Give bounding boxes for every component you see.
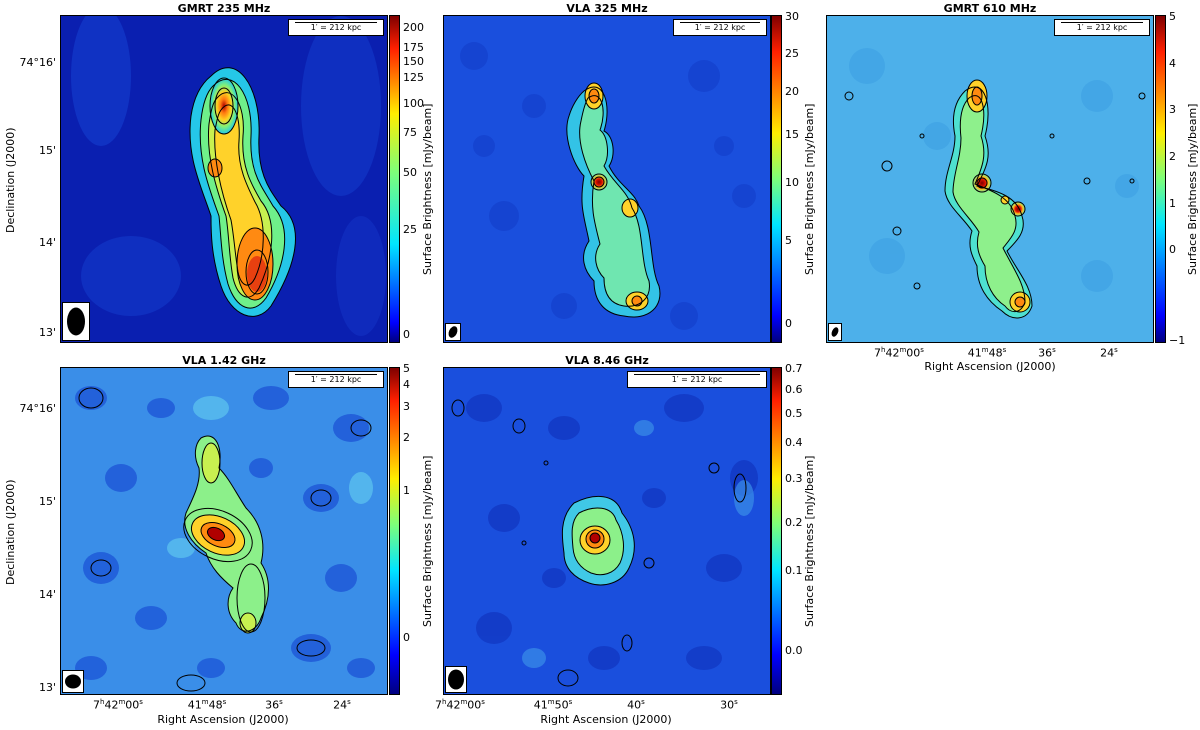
colorbar (389, 15, 400, 343)
cbar-tick: 3 (1169, 103, 1176, 116)
cbar-tick: 75 (403, 126, 417, 139)
dec-tick: 15' (38, 144, 56, 157)
x-axis-label: Right Ascension (J2000) (157, 713, 289, 726)
ra-tick: 36s (265, 698, 283, 712)
ra-tick: 41m48s (967, 346, 1007, 360)
cbar-tick: 0.4 (785, 436, 803, 449)
panel-title: GMRT 610 MHz (943, 2, 1037, 15)
beam-ellipse (445, 323, 461, 341)
cbar-tick: 2 (403, 431, 410, 444)
panel-title: GMRT 235 MHz (177, 2, 271, 15)
radio-map (444, 16, 770, 342)
cbar-tick: −1 (1169, 334, 1186, 347)
cbar-tick: 1 (403, 484, 410, 497)
cbar-label: Surface Brightness [mJy/beam] (803, 103, 816, 275)
ra-tick: 24s (1100, 346, 1118, 360)
beam-ellipse (62, 302, 90, 341)
beam-ellipse (62, 670, 84, 693)
cbar-tick: 150 (403, 55, 424, 68)
ra-tick: 7h42m00s (93, 698, 143, 712)
dec-tick: 74°16' (19, 56, 56, 69)
colorbar (771, 15, 782, 343)
cbar-label: Surface Brightness [mJy/beam] (421, 103, 434, 275)
cbar-tick: 0 (403, 328, 410, 341)
cbar-tick: 50 (403, 166, 417, 179)
cbar-tick: 0 (1169, 243, 1176, 256)
radio-image[interactable] (60, 367, 388, 695)
cbar-tick: 5 (785, 234, 792, 247)
ra-tick: 7h42m00s (435, 698, 485, 712)
panel-title: VLA 8.46 GHz (565, 354, 649, 367)
cbar-tick: 0.5 (785, 407, 803, 420)
ra-tick: 24s (333, 698, 351, 712)
radio-map (61, 368, 387, 694)
dec-tick: 14' (38, 588, 56, 601)
radio-image[interactable] (443, 15, 771, 343)
cbar-tick: 1 (1169, 197, 1176, 210)
cbar-tick: 20 (785, 85, 799, 98)
cbar-tick: 0.6 (785, 383, 803, 396)
cbar-tick: 30 (785, 10, 799, 23)
scale-bar: 1′ = 212 kpc (1054, 19, 1150, 36)
radio-map (827, 16, 1153, 342)
radio-image[interactable] (60, 15, 388, 343)
cbar-tick: 25 (785, 47, 799, 60)
dec-tick: 13' (38, 681, 56, 694)
cbar-label: Surface Brightness [mJy/beam] (421, 455, 434, 627)
cbar-tick: 0.0 (785, 644, 803, 657)
ra-tick: 40s (627, 698, 645, 712)
cbar-tick: 15 (785, 128, 799, 141)
cbar-tick: 125 (403, 71, 424, 84)
ra-tick: 41m48s (187, 698, 227, 712)
ra-tick: 41m50s (533, 698, 573, 712)
radio-image[interactable] (826, 15, 1154, 343)
ra-tick: 7h42m00s (874, 346, 924, 360)
panel-title: VLA 325 MHz (566, 2, 648, 15)
beam-ellipse (828, 323, 842, 341)
colorbar (389, 367, 400, 695)
cbar-tick: 0 (403, 631, 410, 644)
cbar-tick: 5 (403, 362, 410, 375)
scale-bar: 1′ = 212 kpc (288, 371, 384, 388)
cbar-tick: 4 (403, 378, 410, 391)
cbar-tick: 3 (403, 400, 410, 413)
cbar-tick: 5 (1169, 10, 1176, 23)
cbar-tick: 0 (785, 317, 792, 330)
cbar-tick: 10 (785, 176, 799, 189)
cbar-tick: 25 (403, 223, 417, 236)
radio-image[interactable] (443, 367, 771, 695)
beam-ellipse (445, 666, 467, 693)
x-axis-label: Right Ascension (J2000) (540, 713, 672, 726)
radio-map (444, 368, 770, 694)
cbar-tick: 0.1 (785, 564, 803, 577)
cbar-tick: 200 (403, 21, 424, 34)
cbar-tick: 0.7 (785, 362, 803, 375)
colorbar (771, 367, 782, 695)
scale-bar: 1′ = 212 kpc (673, 19, 767, 36)
panel-title: VLA 1.42 GHz (182, 354, 266, 367)
ra-tick: 30s (720, 698, 738, 712)
dec-tick: 13' (38, 326, 56, 339)
dec-tick: 14' (38, 236, 56, 249)
cbar-tick: 175 (403, 41, 424, 54)
cbar-tick: 0.2 (785, 516, 803, 529)
cbar-tick: 100 (403, 97, 424, 110)
cbar-label: Surface Brightness [mJy/beam] (1186, 103, 1199, 275)
colorbar (1155, 15, 1166, 343)
x-axis-label: Right Ascension (J2000) (924, 360, 1056, 373)
scale-bar: 1′ = 212 kpc (288, 19, 384, 36)
dec-tick: 74°16' (19, 402, 56, 415)
dec-tick: 15' (38, 495, 56, 508)
cbar-tick: 0.3 (785, 472, 803, 485)
scale-bar: 1′ = 212 kpc (627, 371, 767, 388)
radio-map (61, 16, 387, 342)
ra-tick: 36s (1038, 346, 1056, 360)
cbar-tick: 2 (1169, 150, 1176, 163)
cbar-tick: 4 (1169, 57, 1176, 70)
cbar-label: Surface Brightness [mJy/beam] (803, 455, 816, 627)
